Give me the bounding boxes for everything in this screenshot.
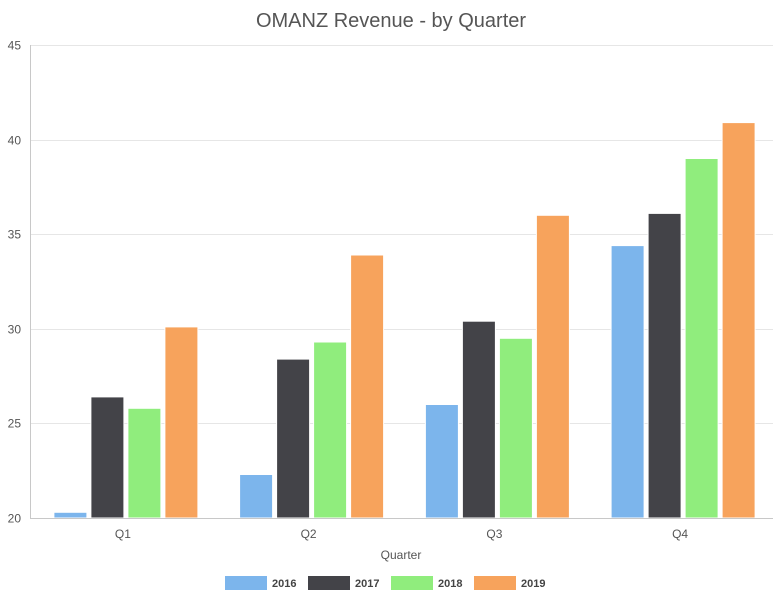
bar-2019-Q1[interactable]: [164, 326, 199, 519]
legend-item-2019[interactable]: 2019: [474, 576, 545, 590]
legend-label: 2017: [355, 578, 379, 590]
axes: 20 25 30 35 40 45 Q1 Q2 Q3 Q4: [8, 39, 773, 541]
bar-2016-Q3[interactable]: [424, 404, 459, 519]
bar-2017-Q2[interactable]: [276, 358, 311, 519]
legend-item-2017[interactable]: 2017: [308, 576, 379, 590]
legend-label: 2018: [438, 578, 462, 590]
y-tick-label: 40: [8, 134, 22, 148]
bar-2018-Q3[interactable]: [498, 337, 533, 519]
bar-2018-Q4[interactable]: [684, 158, 719, 519]
bar-2018-Q1[interactable]: [127, 407, 162, 519]
x-axis-title: Quarter: [381, 548, 422, 562]
bar-2019-Q2[interactable]: [350, 254, 385, 519]
legend-swatch: [391, 576, 433, 590]
legend-item-2018[interactable]: 2018: [391, 576, 462, 590]
bar-2016-Q2[interactable]: [239, 474, 274, 519]
legend-swatch: [474, 576, 516, 590]
x-tick-label: Q2: [301, 527, 317, 541]
bar-2019-Q3[interactable]: [535, 214, 570, 519]
chart-title: OMANZ Revenue - by Quarter: [256, 10, 526, 32]
legend: 2016 2017 2018 2019: [225, 576, 545, 590]
bars: [53, 122, 756, 519]
legend-label: 2016: [272, 578, 296, 590]
bar-2016-Q4[interactable]: [610, 245, 645, 519]
bar-2017-Q3[interactable]: [461, 320, 496, 519]
y-tick-label: 30: [8, 323, 22, 337]
x-tick-label: Q3: [486, 527, 502, 541]
x-tick-label: Q1: [115, 527, 131, 541]
y-tick-label: 35: [8, 228, 22, 242]
y-tick-label: 25: [8, 417, 22, 431]
x-tick-label: Q4: [672, 527, 688, 541]
bar-2016-Q1[interactable]: [53, 511, 88, 519]
bar-2017-Q4[interactable]: [647, 212, 682, 519]
bar-2019-Q4[interactable]: [721, 122, 756, 519]
y-tick-label: 20: [8, 512, 22, 526]
y-tick-label: 45: [8, 39, 22, 53]
legend-swatch: [225, 576, 267, 590]
bar-2018-Q2[interactable]: [313, 341, 348, 519]
legend-label: 2019: [521, 578, 545, 590]
legend-swatch: [308, 576, 350, 590]
legend-item-2016[interactable]: 2016: [225, 576, 296, 590]
bar-2017-Q1[interactable]: [90, 396, 125, 519]
